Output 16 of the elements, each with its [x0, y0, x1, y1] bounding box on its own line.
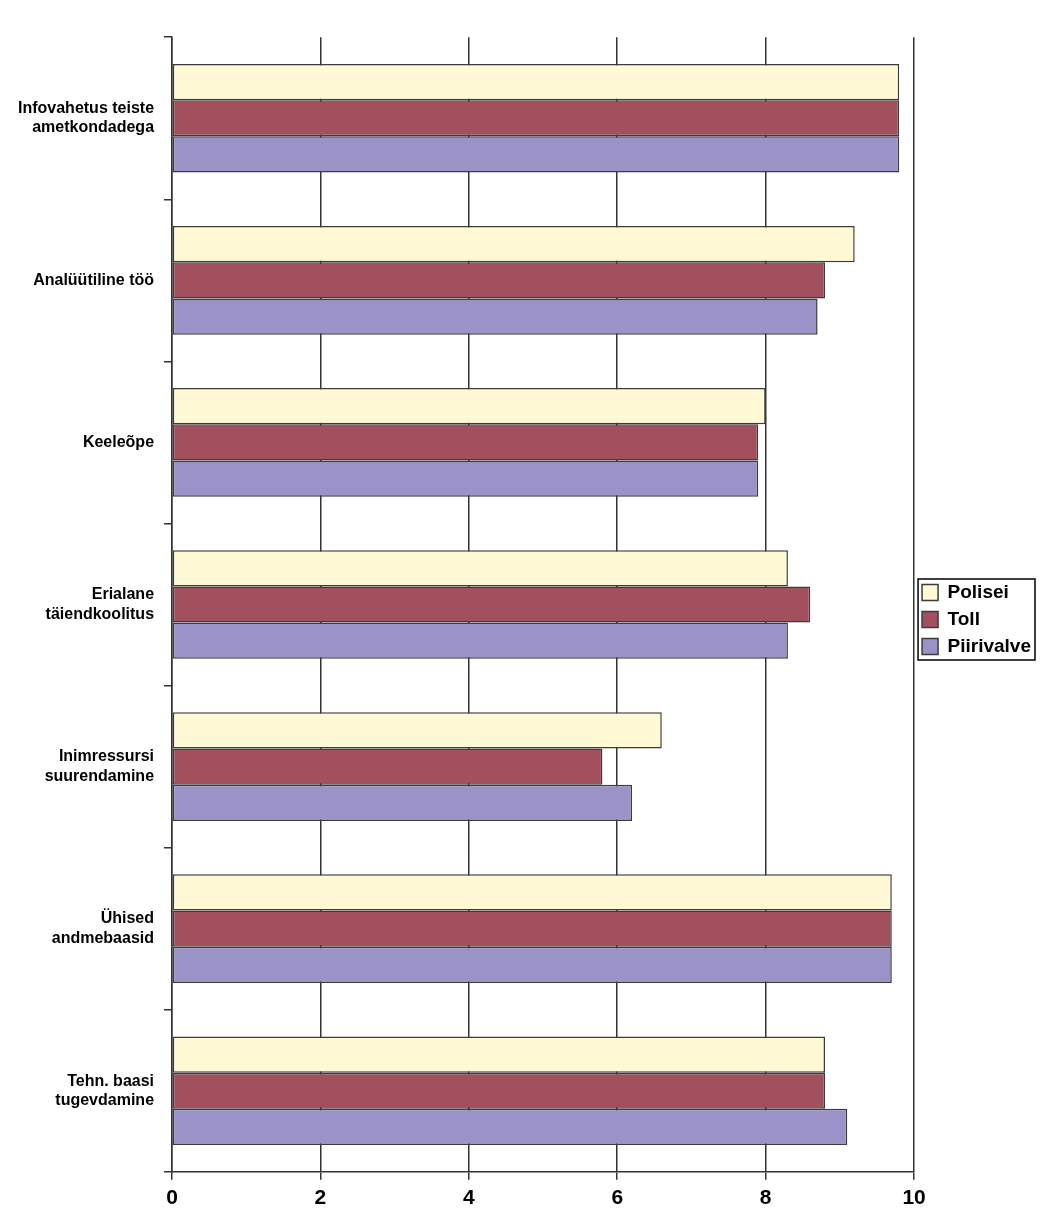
y-tick-label: Keeleõpe — [82, 432, 155, 450]
y-tick-label: Inimressursi suurendamine — [44, 747, 155, 784]
legend-label: Polisei — [947, 580, 1009, 602]
y-tick-label: Erialane täiendkoolitus — [45, 585, 155, 622]
x-tick-label: 0 — [166, 1185, 178, 1209]
y-tick-label: Analüütiline töö — [33, 270, 155, 288]
x-tick-label: 2 — [314, 1185, 327, 1209]
x-tick-label: 4 — [463, 1185, 475, 1209]
x-tick-label: 10 — [902, 1185, 926, 1209]
x-tick-label: 6 — [611, 1185, 624, 1209]
y-tick-label: Infovahetus teiste ametkondadega — [18, 99, 155, 136]
legend-label: Toll — [947, 607, 980, 629]
legend-label: Piirivalve — [947, 634, 1031, 656]
y-tick-label: Ühised andmebaasid — [51, 908, 155, 946]
y-tick-label: Tehn. baasi tugevdamine — [55, 1071, 155, 1108]
x-tick-label: 8 — [759, 1185, 772, 1209]
